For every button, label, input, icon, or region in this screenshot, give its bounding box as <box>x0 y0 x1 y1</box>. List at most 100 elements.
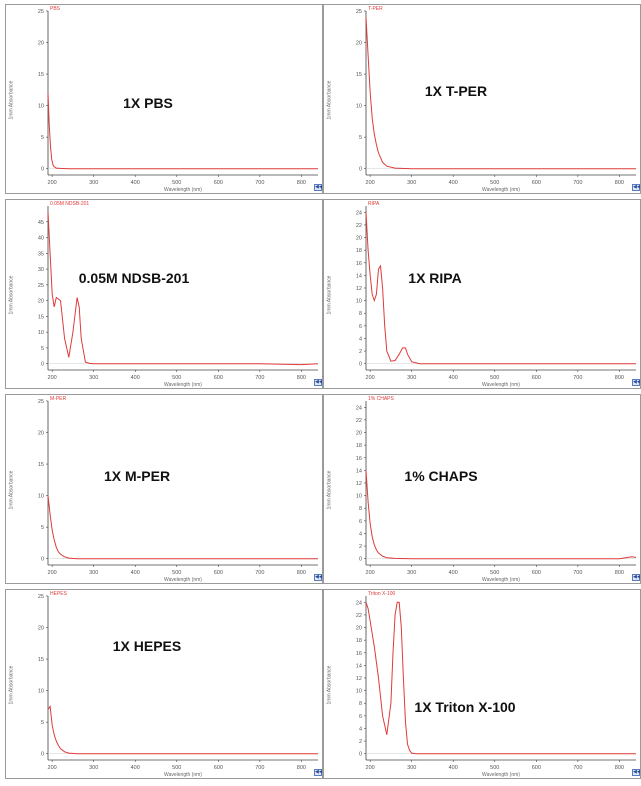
x-tick-label: 700 <box>573 570 582 576</box>
y-tick-label: 15 <box>38 72 44 78</box>
zoom-icon[interactable]: ◀◀ <box>314 379 323 386</box>
sample-label: 1% CHAPS <box>404 468 478 484</box>
spectrum-plot: 0 5 10 15 20 25 200 300 400 500 600 700 800 <box>356 9 636 186</box>
x-tick-label: 200 <box>48 375 57 381</box>
x-tick-label: 800 <box>615 375 624 381</box>
x-tick-label: 800 <box>615 570 624 576</box>
y-tick-label: 20 <box>356 431 362 437</box>
x-tick-label: 500 <box>172 180 181 186</box>
y-tick-label: 10 <box>356 104 362 110</box>
y-tick-label: 18 <box>356 638 362 644</box>
y-tick-label: 20 <box>38 431 44 437</box>
y-tick-label: 18 <box>356 248 362 254</box>
y-tick-label: 15 <box>38 462 44 468</box>
x-tick-label: 600 <box>532 180 541 186</box>
x-tick-label: 300 <box>407 180 416 186</box>
y-tick-label: 5 <box>41 525 44 531</box>
zoom-icon[interactable]: ◀◀ <box>314 769 323 776</box>
y-tick-label: 20 <box>356 236 362 242</box>
y-tick-label: 15 <box>356 72 362 78</box>
x-axis-label: Wavelength (nm) <box>482 577 520 583</box>
y-tick-label: 12 <box>356 481 362 487</box>
x-tick-label: 400 <box>449 570 458 576</box>
y-tick-label: 40 <box>38 236 44 242</box>
x-tick-label: 400 <box>449 180 458 186</box>
zoom-icon[interactable]: ◀◀ <box>632 574 641 581</box>
y-tick-label: 45 <box>38 220 44 226</box>
series-line <box>365 470 637 560</box>
y-tick-label: 25 <box>356 9 362 15</box>
x-tick-label: 600 <box>214 375 223 381</box>
y-tick-label: 0 <box>41 167 44 173</box>
x-tick-label: 600 <box>532 765 541 771</box>
y-tick-label: 10 <box>356 689 362 695</box>
x-tick-label: 400 <box>449 765 458 771</box>
y-axis-label: 1mm Absorbance <box>8 665 15 705</box>
sample-label: 1X PBS <box>123 95 173 111</box>
sample-label: 1X HEPES <box>112 638 182 654</box>
series-line <box>47 212 319 366</box>
x-tick-label: 800 <box>297 765 306 771</box>
x-tick-label: 400 <box>449 375 458 381</box>
y-tick-label: 16 <box>356 651 362 657</box>
x-tick-label: 500 <box>172 570 181 576</box>
chart-panel: 0 2 4 6 8 10 12 14 16 18 20 22 24 200 300 400 500 600 700 8… <box>323 394 641 584</box>
x-tick-label: 500 <box>490 180 499 186</box>
x-tick-label: 300 <box>407 570 416 576</box>
y-tick-label: 22 <box>356 418 362 424</box>
series-name: RIPA <box>368 201 380 207</box>
x-tick-label: 500 <box>490 570 499 576</box>
x-tick-label: 500 <box>172 765 181 771</box>
y-tick-label: 15 <box>38 314 44 320</box>
y-tick-label: 5 <box>41 720 44 726</box>
y-tick-label: 5 <box>41 346 44 352</box>
x-axis-label: Wavelength (nm) <box>164 577 202 583</box>
series-line <box>365 601 636 755</box>
x-tick-label: 800 <box>615 765 624 771</box>
spectrum-plot: 0 5 10 15 20 25 200 300 400 500 600 700 800 <box>38 9 318 186</box>
y-tick-label: 14 <box>356 273 362 279</box>
x-tick-label: 700 <box>255 375 264 381</box>
y-tick-label: 2 <box>359 544 362 550</box>
spectrum-plot: 0 5 10 15 20 25 30 35 40 45 200 300 400 500 600 700 800 <box>38 206 319 381</box>
y-tick-label: 20 <box>38 299 44 305</box>
x-axis-label: Wavelength (nm) <box>482 772 520 778</box>
y-tick-label: 25 <box>38 283 44 289</box>
y-tick-label: 16 <box>356 261 362 267</box>
y-tick-label: 14 <box>356 468 362 474</box>
x-tick-label: 400 <box>131 375 140 381</box>
y-tick-label: 0 <box>41 752 44 758</box>
y-tick-label: 4 <box>359 531 362 537</box>
x-tick-label: 700 <box>255 180 264 186</box>
y-tick-label: 0 <box>359 362 362 368</box>
zoom-icon[interactable]: ◀◀ <box>632 769 641 776</box>
zoom-icon[interactable]: ◀◀ <box>632 184 641 191</box>
y-tick-label: 8 <box>359 701 362 707</box>
y-tick-label: 30 <box>38 267 44 273</box>
y-axis-label: 1mm Absorbance <box>326 665 333 705</box>
series-line <box>47 704 318 755</box>
y-tick-label: 25 <box>38 9 44 15</box>
y-tick-label: 10 <box>356 299 362 305</box>
series-line <box>365 212 636 365</box>
x-axis-label: Wavelength (nm) <box>164 382 202 388</box>
y-tick-label: 20 <box>356 41 362 47</box>
y-tick-label: 12 <box>356 286 362 292</box>
sample-label: 1X T-PER <box>424 83 488 99</box>
zoom-icon[interactable]: ◀◀ <box>314 184 323 191</box>
zoom-icon[interactable]: ◀◀ <box>314 574 323 581</box>
y-tick-label: 2 <box>359 349 362 355</box>
series-line <box>365 17 636 170</box>
zoom-icon[interactable]: ◀◀ <box>632 379 641 386</box>
y-tick-label: 8 <box>359 311 362 317</box>
y-tick-label: 10 <box>38 689 44 695</box>
x-tick-label: 400 <box>131 180 140 186</box>
x-tick-label: 400 <box>131 765 140 771</box>
y-tick-label: 20 <box>38 41 44 47</box>
y-tick-label: 6 <box>359 519 362 525</box>
sample-label: 1X M-PER <box>103 468 171 484</box>
y-tick-label: 25 <box>38 594 44 600</box>
x-tick-label: 200 <box>48 765 57 771</box>
